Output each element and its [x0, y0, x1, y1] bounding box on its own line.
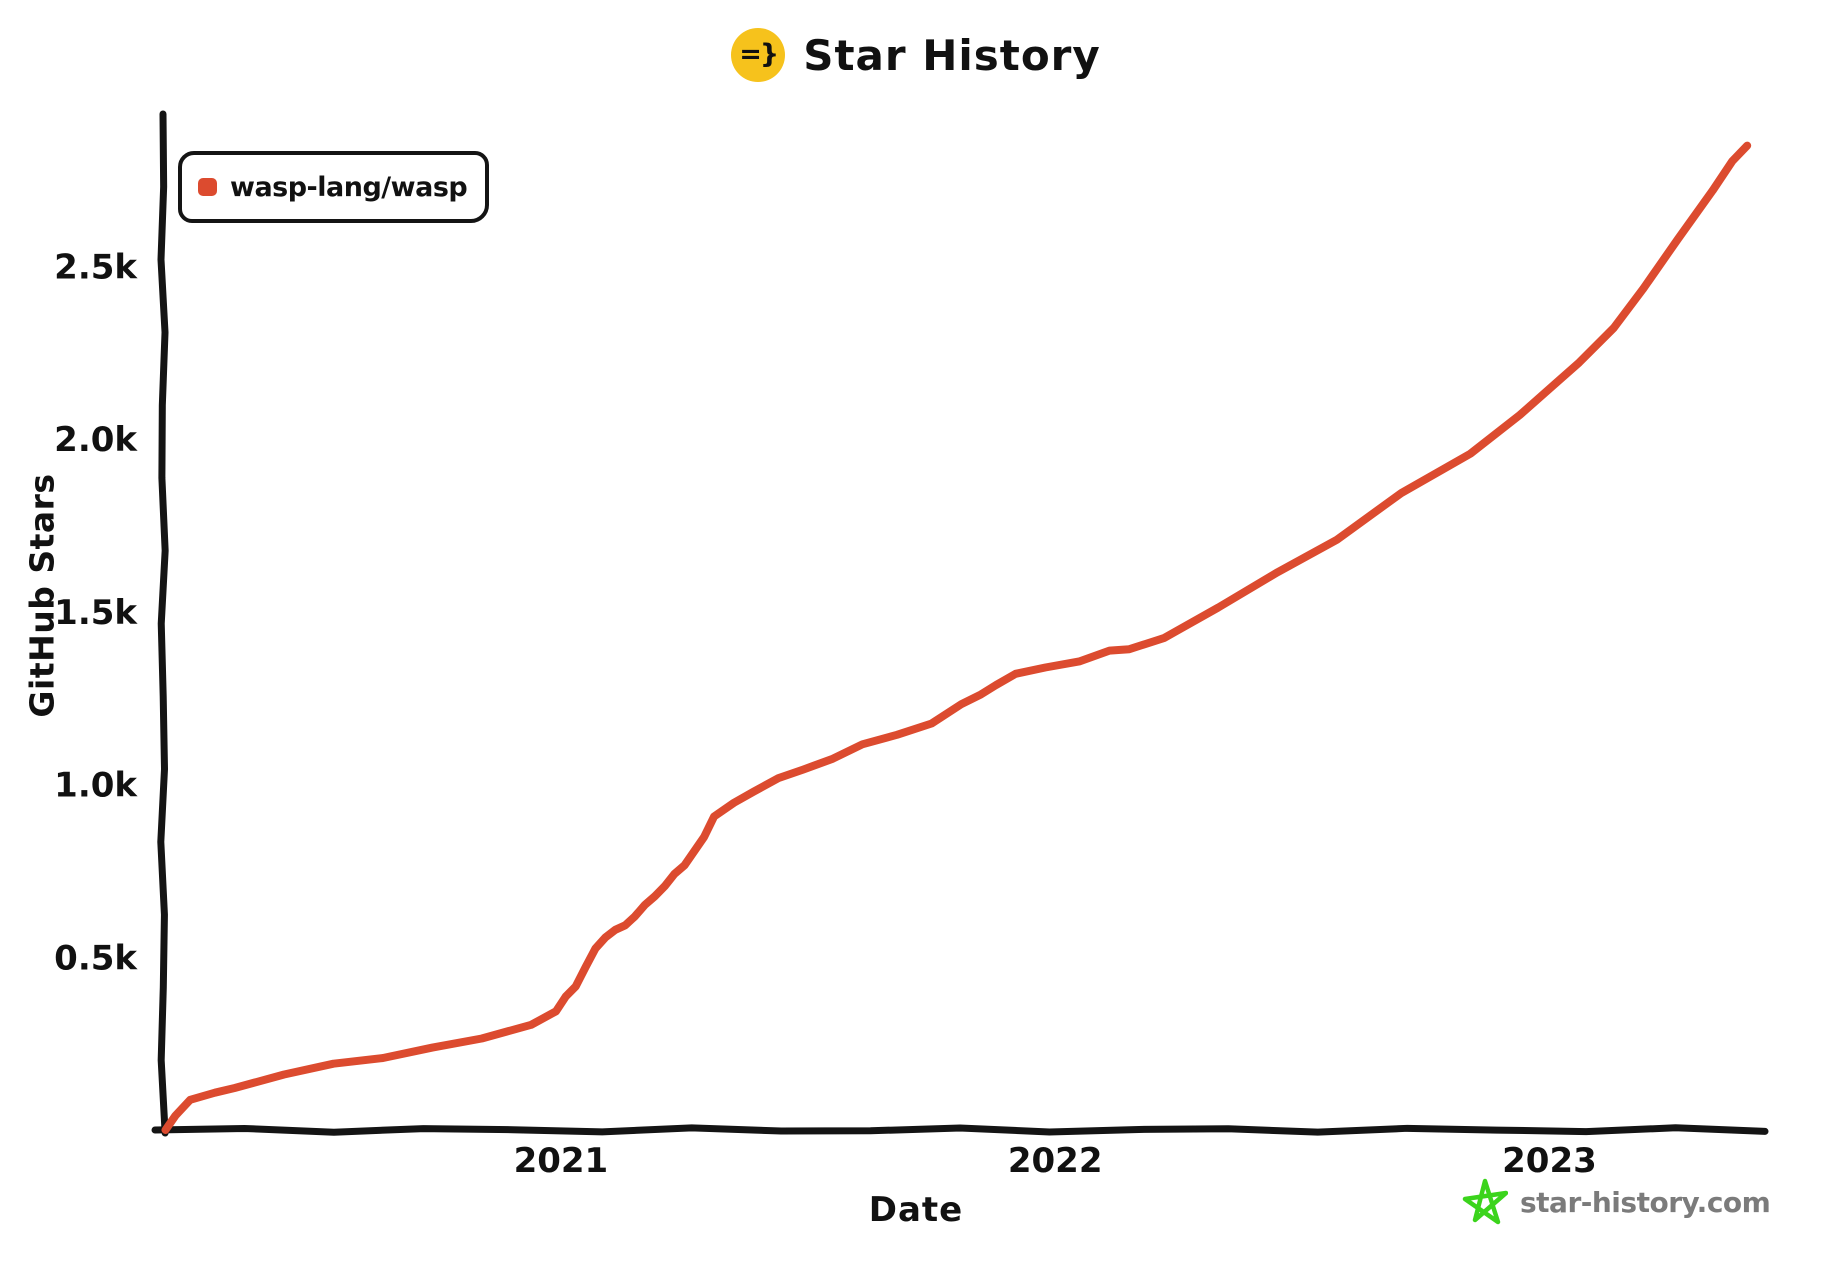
- x-tick-label: 2023: [1502, 1141, 1597, 1181]
- y-tick-label: 1.5k: [54, 593, 138, 633]
- legend-swatch-icon: [198, 178, 217, 196]
- y-axis-title: GitHub Stars: [22, 473, 62, 718]
- chart-legend: wasp-lang/wasp: [178, 151, 490, 223]
- y-tick-label: 1.0k: [54, 766, 138, 806]
- series-line-wasp-lang/wasp: [161, 141, 1752, 1134]
- watermark: star-history.com: [1462, 1178, 1771, 1226]
- y-tick-label: 2.0k: [54, 420, 138, 460]
- wasp-logo-icon: =}: [731, 28, 786, 82]
- page-title: Star History: [803, 30, 1101, 80]
- x-axis-title: Date: [868, 1190, 964, 1230]
- legend-repo-label: wasp-lang/wasp: [230, 171, 468, 203]
- x-axis-line: [151, 1124, 1769, 1136]
- y-axis-line: [157, 110, 169, 1137]
- x-tick-label: 2021: [514, 1141, 609, 1181]
- y-tick-label: 0.5k: [54, 938, 138, 978]
- x-tick-label: 2022: [1008, 1141, 1103, 1181]
- y-tick-label: 2.5k: [54, 248, 138, 288]
- chart-title-bar: =} Star History: [0, 28, 1832, 82]
- green-star-icon: [1462, 1178, 1508, 1225]
- watermark-text: star-history.com: [1520, 1185, 1771, 1219]
